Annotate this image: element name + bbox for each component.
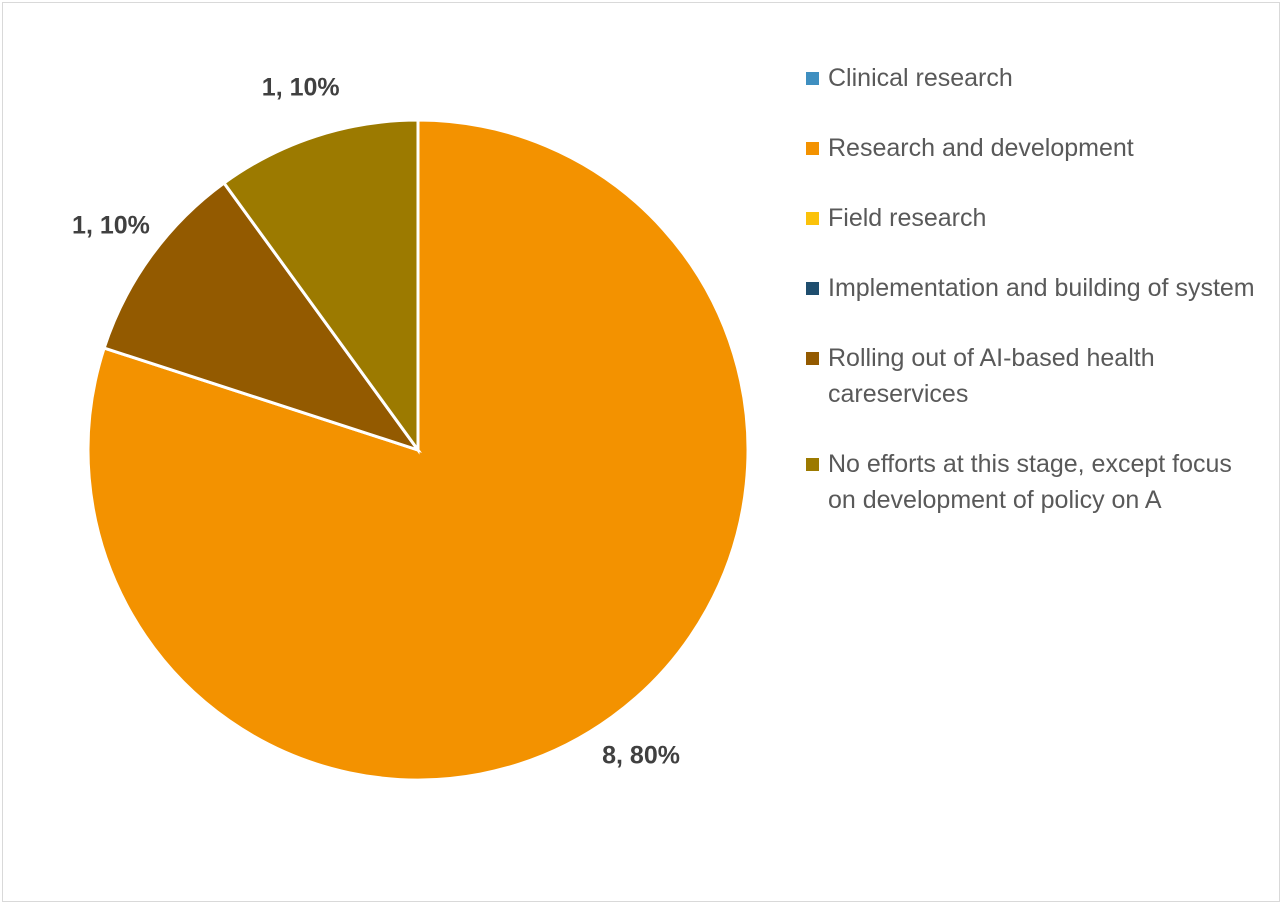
legend-label: Clinical research (828, 64, 1013, 92)
pie-slice (221, 118, 420, 455)
data-label: 1, 10% (262, 74, 340, 102)
legend-label: Rolling out of AI-based health careservi… (828, 344, 1155, 408)
legend-entry: Field research (806, 200, 1256, 236)
legend-swatch (806, 212, 819, 225)
legend-swatch (806, 142, 819, 155)
pie-slice (102, 180, 422, 453)
data-label: 8, 80% (602, 742, 680, 770)
legend-swatch (806, 72, 819, 85)
legend-entry: Clinical research (806, 60, 1256, 96)
legend-swatch (806, 282, 819, 295)
legend: Clinical research Research and developmen… (806, 60, 1256, 552)
legend-label: No efforts at this stage, except focus o… (828, 450, 1232, 514)
legend-swatch (806, 458, 819, 471)
legend-label: Field research (828, 204, 987, 232)
legend-entry: No efforts at this stage, except focus o… (806, 446, 1256, 518)
legend-label: Research and development (828, 134, 1134, 162)
legend-entry: Research and development (806, 130, 1256, 166)
legend-label: Implementation and building of system (828, 274, 1255, 302)
data-label: 1, 10% (72, 212, 150, 240)
pie-slice (86, 118, 750, 782)
legend-entry: Rolling out of AI-based health careservi… (806, 340, 1256, 412)
legend-entry: Implementation and building of system (806, 270, 1256, 306)
legend-swatch (806, 352, 819, 365)
